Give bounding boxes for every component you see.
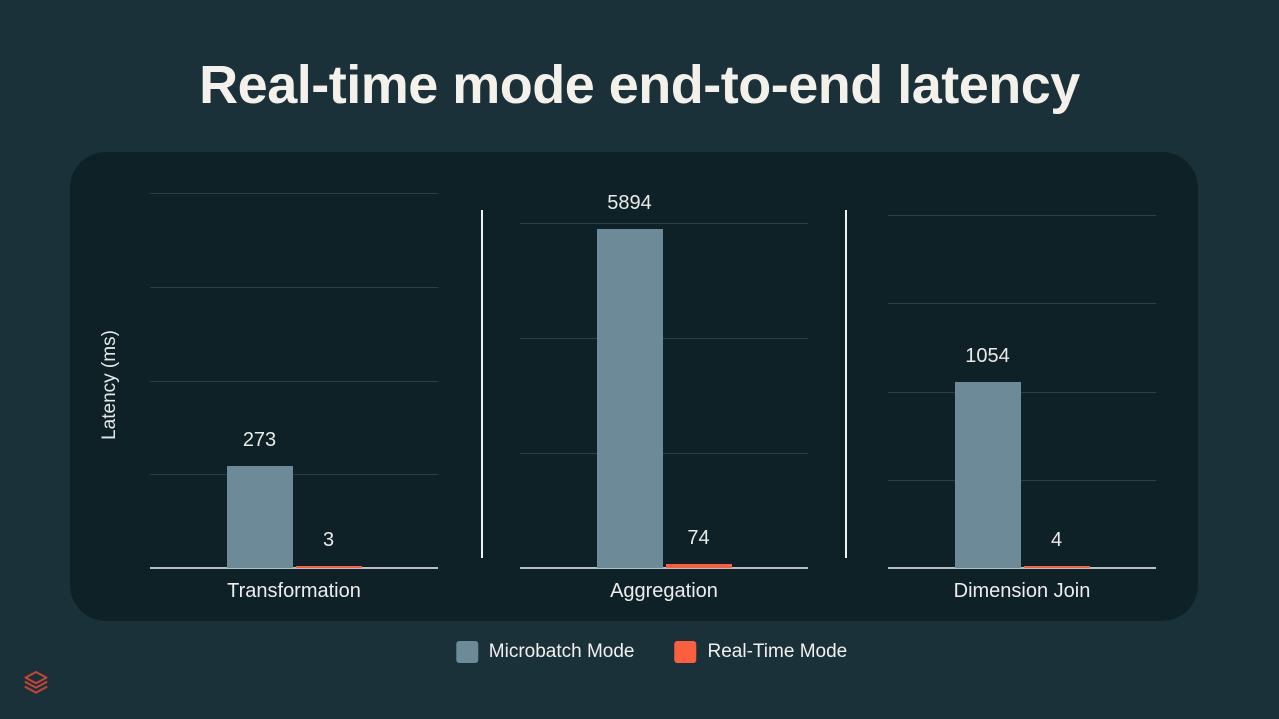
bar-microbatch-mode-aggregation — [596, 229, 663, 568]
facet-aggregation: 5894 74 Aggregation — [520, 152, 808, 621]
x-axis-line — [150, 567, 438, 569]
gridline — [150, 193, 438, 194]
y-axis-label: Latency (ms) — [99, 330, 120, 440]
gridline — [150, 381, 438, 382]
gridline — [520, 338, 808, 339]
value-label-real-time-mode-aggregation: 74 — [687, 527, 710, 549]
facet-divider — [845, 210, 847, 558]
latency-chart-card: Latency (ms) 273 3 Transformation 5894 74 Agg… — [70, 152, 1198, 621]
facet-dimension-join: 1054 4 Dimension Join — [888, 152, 1156, 621]
x-axis-line — [888, 567, 1156, 569]
gridline — [888, 480, 1156, 481]
legend-label-microbatch-mode: Microbatch Mode — [488, 641, 635, 662]
bar-microbatch-mode-dimension-join — [954, 382, 1021, 568]
gridline — [888, 303, 1156, 304]
legend-item-real-time-mode: Real-Time Mode — [674, 641, 848, 663]
databricks-logo-icon — [24, 671, 48, 694]
bar-real-time-mode-aggregation — [665, 564, 732, 568]
legend-item-microbatch-mode: Microbatch Mode — [455, 641, 635, 663]
gridline — [888, 215, 1156, 216]
bar-microbatch-mode-transformation — [226, 466, 293, 568]
bar-real-time-mode-transformation — [295, 566, 362, 568]
value-label-microbatch-mode-dimension-join: 1054 — [965, 345, 1010, 367]
category-label-dimension-join: Dimension Join — [953, 580, 1091, 602]
category-label-transformation: Transformation — [227, 580, 361, 602]
value-label-real-time-mode-dimension-join: 4 — [1050, 529, 1063, 551]
facet-transformation: 273 3 Transformation — [150, 152, 438, 621]
legend-swatch-real-time-mode — [674, 641, 697, 663]
legend-label-real-time-mode: Real-Time Mode — [707, 641, 848, 662]
value-label-microbatch-mode-aggregation: 5894 — [607, 192, 652, 214]
gridline — [520, 453, 808, 454]
slide-title: Real-time mode end-to-end latency — [199, 55, 1080, 115]
gridline — [520, 223, 808, 224]
bar-real-time-mode-dimension-join — [1023, 566, 1090, 568]
value-label-real-time-mode-transformation: 3 — [322, 529, 335, 551]
x-axis-line — [520, 567, 808, 569]
gridline — [150, 474, 438, 475]
gridline — [150, 287, 438, 288]
chart-legend: Microbatch Mode Real-Time Mode — [455, 641, 848, 663]
legend-swatch-microbatch-mode — [455, 641, 478, 663]
gridline — [888, 392, 1156, 393]
value-label-microbatch-mode-transformation: 273 — [242, 429, 277, 451]
facet-divider — [481, 210, 483, 558]
category-label-aggregation: Aggregation — [610, 580, 718, 602]
